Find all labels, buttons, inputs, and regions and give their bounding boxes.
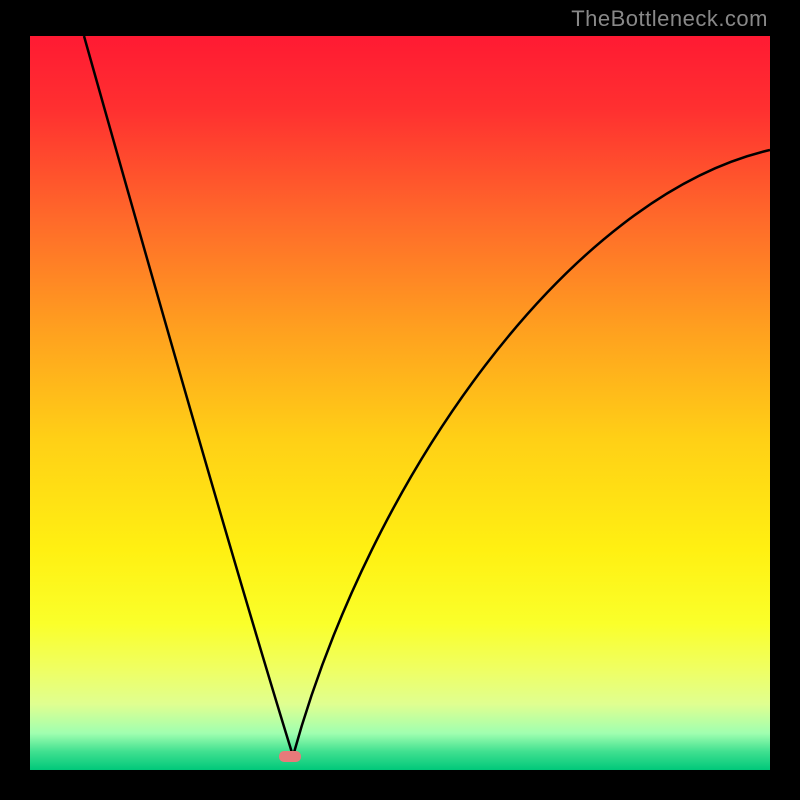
vertex-marker: [279, 751, 301, 762]
gradient-background: [30, 36, 770, 770]
plot-svg: [30, 36, 770, 770]
plot-area: [30, 36, 770, 770]
watermark-text: TheBottleneck.com: [571, 6, 768, 32]
